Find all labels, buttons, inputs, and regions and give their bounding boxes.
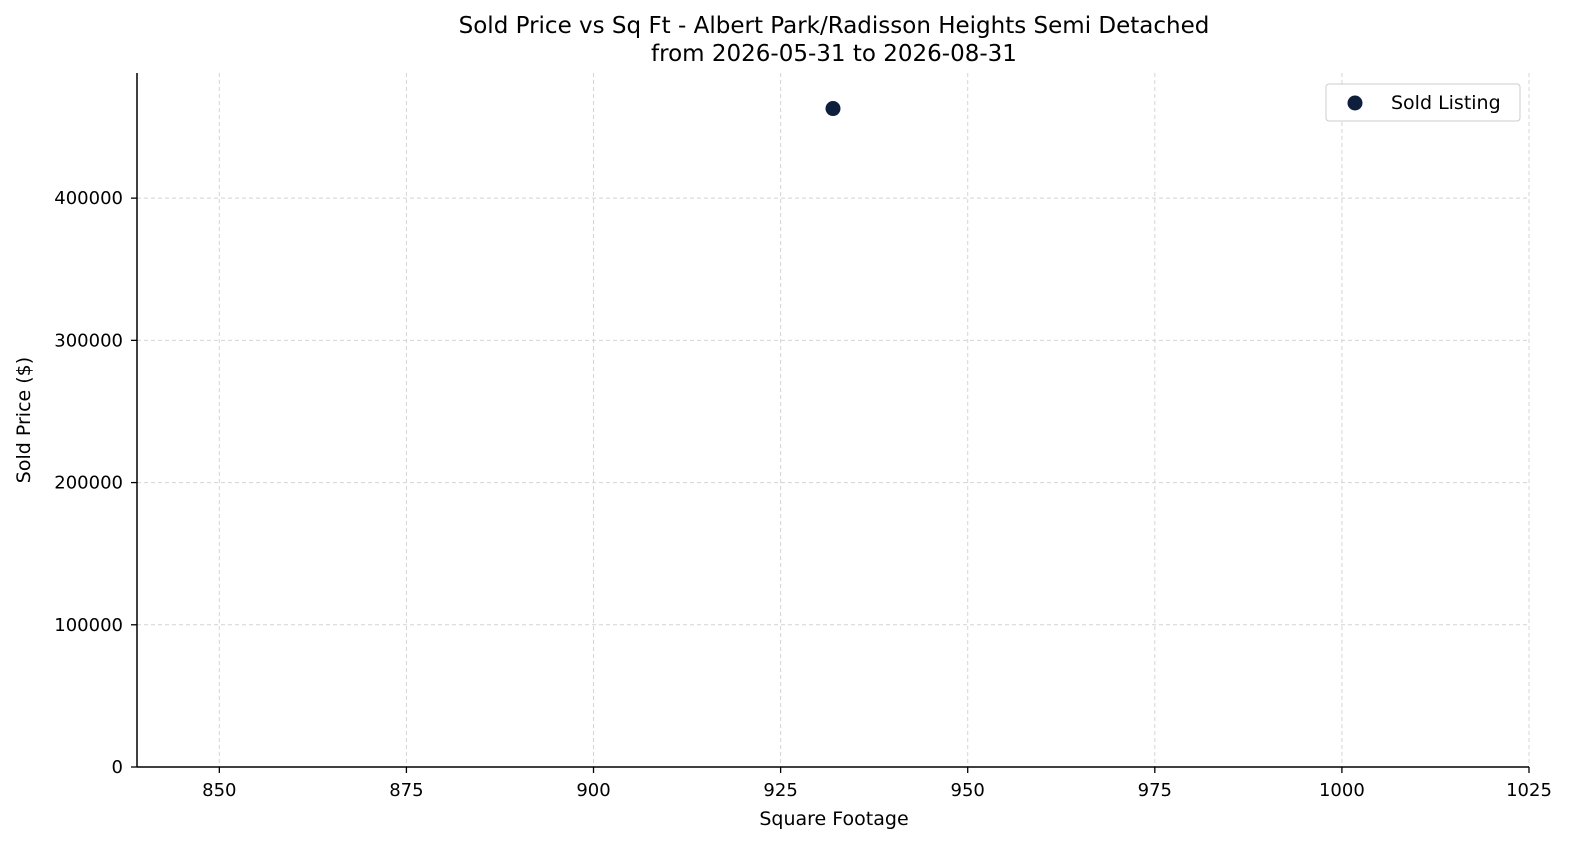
x-tick-label: 925 [763, 780, 797, 801]
x-tick-label: 1000 [1319, 780, 1365, 801]
legend-marker [1347, 95, 1363, 111]
y-tick-label: 100000 [54, 615, 123, 636]
x-tick-label: 950 [951, 780, 985, 801]
x-tick-label: 875 [389, 780, 423, 801]
x-axis-label: Square Footage [759, 808, 908, 830]
x-tick-label: 975 [1138, 780, 1172, 801]
x-tick-label: 1025 [1506, 780, 1552, 801]
y-tick-label: 0 [112, 757, 123, 778]
x-tick-label: 900 [576, 780, 610, 801]
legend-label: Sold Listing [1391, 92, 1501, 114]
y-tick-label: 400000 [54, 188, 123, 209]
y-tick-label: 300000 [54, 330, 123, 351]
data-points [825, 101, 841, 117]
chart-subtitle: from 2026-05-31 to 2026-08-31 [651, 41, 1017, 67]
scatter-point [825, 101, 841, 117]
y-axis-label: Sold Price ($) [13, 357, 35, 483]
y-tick-label: 200000 [54, 473, 123, 494]
legend-box [1325, 83, 1521, 122]
legend: Sold Listing [1325, 83, 1521, 122]
x-tick-label: 850 [202, 780, 236, 801]
grid [137, 73, 1530, 767]
chart-title: Sold Price vs Sq Ft - Albert Park/Radiss… [459, 13, 1210, 39]
axis-ticks: 850 875 900 925 950 975 1000 1025 0 100000 200000 3… [54, 188, 1552, 801]
